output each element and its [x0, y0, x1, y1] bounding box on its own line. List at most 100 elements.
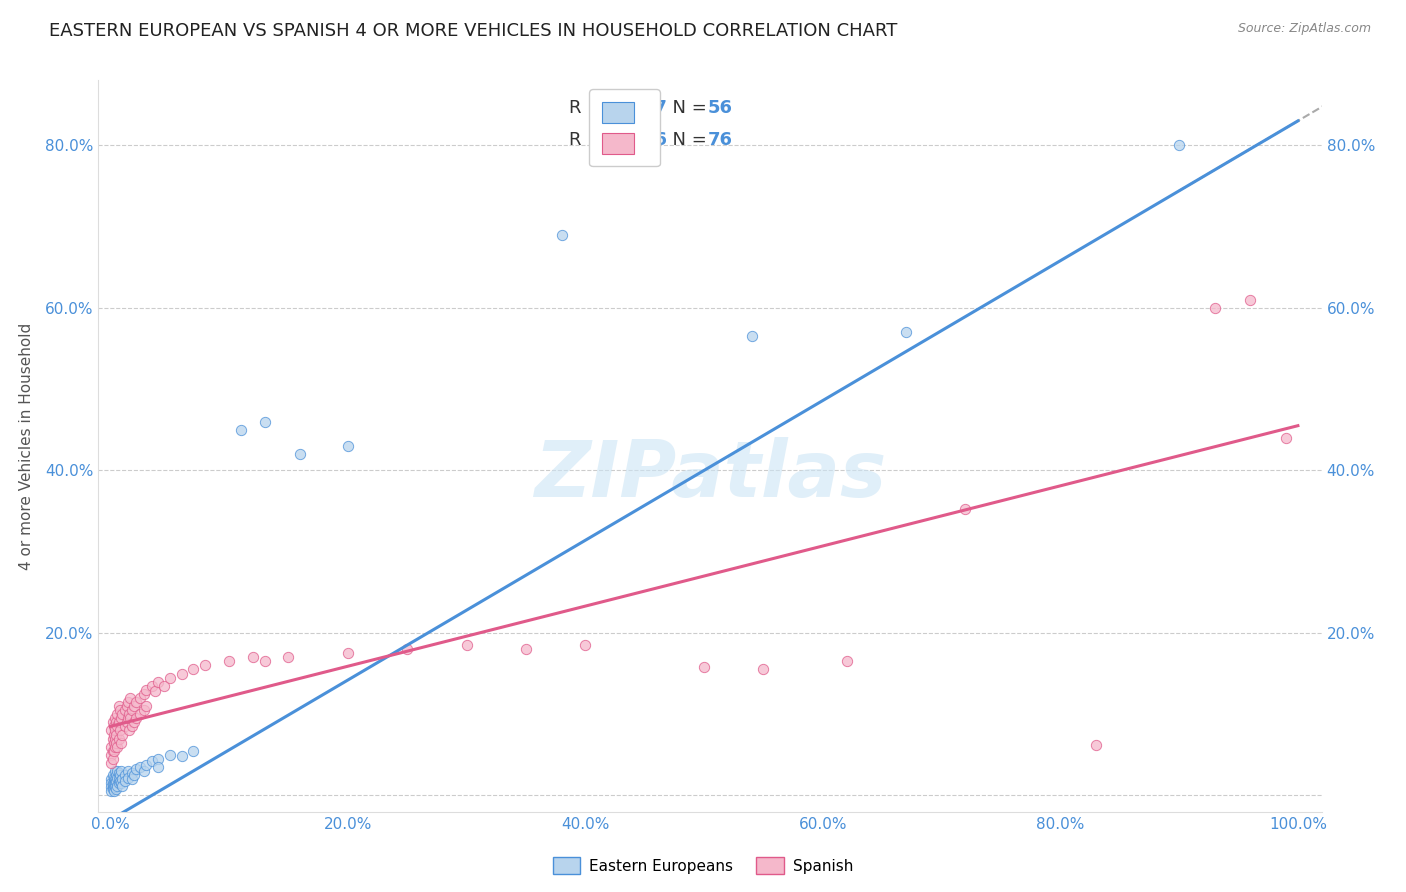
Point [242, 650, 264, 665]
Point [114, 773, 136, 788]
Point [107, 779, 129, 793]
Point [253, 654, 276, 668]
Point [100, 739, 122, 754]
Point [107, 739, 129, 754]
Text: EASTERN EUROPEAN VS SPANISH 4 OR MORE VEHICLES IN HOUSEHOLD CORRELATION CHART: EASTERN EUROPEAN VS SPANISH 4 OR MORE VE… [49, 22, 897, 40]
Point [100, 784, 122, 798]
Point [107, 765, 129, 780]
Point [111, 772, 134, 787]
Point [183, 663, 205, 677]
Point [104, 780, 127, 795]
Text: N =: N = [661, 99, 713, 117]
Point [121, 772, 143, 787]
Point [101, 781, 124, 796]
Point [104, 776, 127, 790]
Point [107, 719, 129, 733]
Point [183, 744, 205, 758]
Point [159, 747, 181, 762]
Point [104, 772, 127, 787]
Point [108, 703, 131, 717]
Y-axis label: 4 or more Vehicles in Household: 4 or more Vehicles in Household [18, 322, 34, 570]
Point [107, 699, 129, 714]
Point [132, 764, 155, 778]
Point [104, 731, 127, 746]
Point [107, 776, 129, 790]
Text: R =: R = [569, 131, 609, 150]
Point [1204, 301, 1226, 315]
Point [110, 711, 132, 725]
Point [515, 642, 537, 657]
Point [120, 711, 142, 725]
Point [105, 781, 128, 796]
Point [107, 715, 129, 730]
Point [101, 715, 124, 730]
Point [132, 703, 155, 717]
Point [114, 703, 136, 717]
Point [118, 723, 141, 738]
Point [110, 764, 132, 778]
Text: N =: N = [661, 131, 713, 150]
Point [100, 776, 122, 790]
Point [122, 715, 145, 730]
Point [104, 711, 127, 725]
Point [141, 755, 163, 769]
Legend: Eastern Europeans, Spanish: Eastern Europeans, Spanish [547, 851, 859, 880]
Point [100, 780, 122, 795]
Point [105, 727, 128, 741]
Point [336, 646, 359, 660]
Point [146, 752, 169, 766]
Point [125, 763, 148, 777]
Point [117, 711, 139, 725]
Point [456, 638, 478, 652]
Point [110, 736, 132, 750]
Legend: , : , [589, 89, 659, 166]
Point [103, 744, 125, 758]
Text: 76: 76 [707, 131, 733, 150]
Point [336, 439, 359, 453]
Point [100, 756, 122, 770]
Point [1239, 293, 1261, 307]
Point [253, 415, 276, 429]
Point [396, 642, 419, 657]
Text: 0.686: 0.686 [610, 131, 666, 150]
Text: Source: ZipAtlas.com: Source: ZipAtlas.com [1237, 22, 1371, 36]
Point [117, 771, 139, 785]
Point [194, 658, 217, 673]
Point [105, 715, 128, 730]
Point [693, 660, 716, 674]
Point [103, 736, 125, 750]
Point [117, 695, 139, 709]
Point [1275, 431, 1298, 445]
Point [955, 501, 977, 516]
Point [101, 776, 124, 790]
Point [107, 764, 129, 778]
Point [115, 699, 138, 714]
Point [1168, 138, 1191, 153]
Point [100, 723, 122, 738]
Point [218, 654, 240, 668]
Point [115, 715, 138, 730]
Point [108, 723, 131, 738]
Point [100, 772, 122, 787]
Point [104, 764, 127, 778]
Point [110, 776, 132, 790]
Point [170, 749, 193, 764]
Point [108, 768, 131, 782]
Point [103, 719, 125, 733]
Point [120, 690, 142, 705]
Point [103, 771, 125, 785]
Point [135, 757, 157, 772]
Point [741, 329, 763, 343]
Text: R =: R = [569, 99, 609, 117]
Point [125, 695, 148, 709]
Point [132, 687, 155, 701]
Point [104, 723, 127, 738]
Point [111, 707, 134, 722]
Point [135, 699, 157, 714]
Point [129, 690, 152, 705]
Point [101, 744, 124, 758]
Point [103, 773, 125, 788]
Point [104, 739, 127, 754]
Text: 56: 56 [707, 99, 733, 117]
Point [229, 423, 252, 437]
